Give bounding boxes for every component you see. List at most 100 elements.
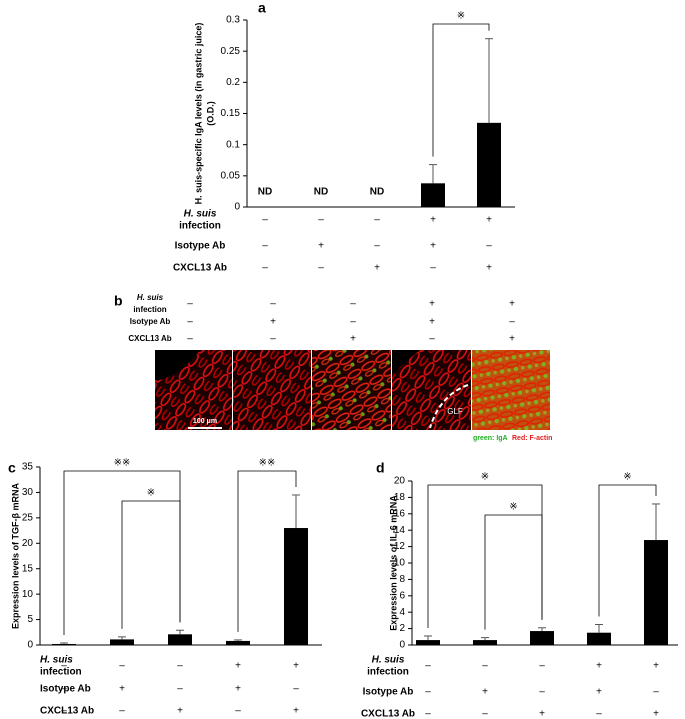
- bar: [644, 540, 668, 645]
- condition-mark: –: [177, 684, 183, 695]
- bar: [587, 632, 611, 645]
- condition-mark: +: [293, 706, 299, 717]
- condition-label: Isotype Ab: [175, 241, 226, 252]
- condition-mark: +: [429, 317, 435, 328]
- condition-mark: –: [350, 317, 356, 328]
- condition-mark: +: [539, 709, 545, 719]
- condition-mark: –: [262, 241, 268, 252]
- bar: [110, 639, 134, 645]
- condition-mark: +: [509, 299, 515, 310]
- condition-mark: –: [425, 661, 431, 672]
- condition-mark: +: [596, 687, 602, 698]
- panel-label: b: [114, 293, 123, 309]
- condition-label: H. suis: [40, 655, 73, 666]
- y-tick-label: 16: [394, 508, 406, 519]
- value-label: ND: [258, 187, 272, 198]
- y-tick-label: 0: [234, 202, 240, 213]
- y-axis-label: Expression levels of TGF-β mRNA: [10, 482, 20, 629]
- condition-mark: –: [539, 687, 545, 698]
- condition-mark: –: [425, 687, 431, 698]
- condition-mark: –: [425, 709, 431, 719]
- condition-mark: –: [482, 709, 488, 719]
- condition-mark: –: [61, 684, 67, 695]
- condition-mark: +: [177, 706, 183, 717]
- significance-bracket: [598, 484, 657, 617]
- y-tick-label: 5: [27, 614, 33, 625]
- condition-mark: –: [262, 215, 268, 226]
- condition-label: infection: [40, 667, 82, 678]
- condition-label: infection: [133, 305, 166, 314]
- condition-label: H. suis: [372, 655, 405, 666]
- condition-mark: –: [509, 317, 515, 328]
- y-tick-label: 0.3: [226, 15, 240, 26]
- bar: [226, 640, 250, 645]
- micrograph: [472, 350, 550, 430]
- bar: [473, 640, 497, 645]
- condition-mark: +: [430, 215, 436, 226]
- bar: [530, 631, 554, 645]
- micrograph: [312, 350, 391, 430]
- y-tick-label: 14: [394, 525, 406, 536]
- condition-label: infection: [367, 667, 409, 678]
- significance-label: ※※: [114, 458, 131, 469]
- condition-mark: +: [653, 709, 659, 719]
- bar: [284, 528, 308, 645]
- panel-label: a: [258, 0, 266, 16]
- significance-label: ※: [509, 502, 517, 513]
- glf-label: GLF: [447, 407, 463, 416]
- y-tick-label: 18: [394, 492, 406, 503]
- condition-mark: –: [486, 241, 492, 252]
- condition-label: Isotype Ab: [363, 687, 414, 698]
- y-tick-label: 30: [22, 487, 34, 498]
- y-axis-label: Expression levels of IL-6 mRNA: [388, 495, 398, 631]
- significance-label: ※: [457, 11, 465, 22]
- y-tick-label: 0.25: [221, 46, 241, 57]
- significance-label: ※: [623, 472, 631, 483]
- y-tick-label: 0.15: [221, 108, 241, 119]
- condition-mark: –: [270, 299, 276, 310]
- y-tick-label: 25: [22, 512, 34, 523]
- condition-mark: +: [653, 661, 659, 672]
- condition-mark: –: [235, 706, 241, 717]
- condition-mark: +: [318, 241, 324, 252]
- legend-red: Red: F-actin: [512, 435, 552, 442]
- y-axis-label: H. suis-specific IgA levels (in gastric …: [193, 23, 203, 205]
- condition-mark: –: [482, 661, 488, 672]
- condition-mark: –: [187, 334, 193, 345]
- condition-mark: –: [262, 263, 268, 274]
- micrograph-shadow: [392, 350, 420, 372]
- condition-mark: –: [350, 299, 356, 310]
- condition-label: H. suis: [137, 293, 164, 302]
- condition-mark: +: [509, 334, 515, 345]
- y-tick-label: 6: [399, 590, 405, 601]
- condition-mark: –: [374, 241, 380, 252]
- condition-mark: –: [293, 684, 299, 695]
- condition-label: CXCL13 Ab: [361, 709, 415, 719]
- y-tick-label: 0: [399, 640, 405, 651]
- condition-mark: –: [61, 706, 67, 717]
- significance-bracket: [121, 500, 181, 629]
- condition-mark: –: [653, 687, 659, 698]
- value-label: ND: [314, 187, 328, 198]
- y-tick-label: 12: [394, 541, 406, 552]
- condition-mark: +: [270, 317, 276, 328]
- bar: [416, 640, 440, 645]
- y-tick-label: 8: [399, 574, 405, 585]
- significance-bracket: [484, 514, 543, 630]
- condition-mark: –: [596, 709, 602, 719]
- y-tick-label: 0.05: [221, 170, 241, 181]
- scale-label: 100 μm: [193, 418, 217, 425]
- condition-label: infection: [179, 221, 221, 232]
- y-tick-label: 35: [22, 462, 34, 473]
- condition-mark: +: [235, 684, 241, 695]
- y-tick-label: 10: [394, 558, 406, 569]
- panel-label: d: [376, 460, 385, 476]
- condition-mark: –: [429, 334, 435, 345]
- condition-mark: +: [486, 263, 492, 274]
- y-tick-label: 10: [22, 589, 34, 600]
- y-tick-label: 20: [22, 538, 34, 549]
- y-tick-label: 0.2: [226, 77, 240, 88]
- y-tick-label: 15: [22, 563, 34, 574]
- condition-mark: –: [61, 661, 67, 672]
